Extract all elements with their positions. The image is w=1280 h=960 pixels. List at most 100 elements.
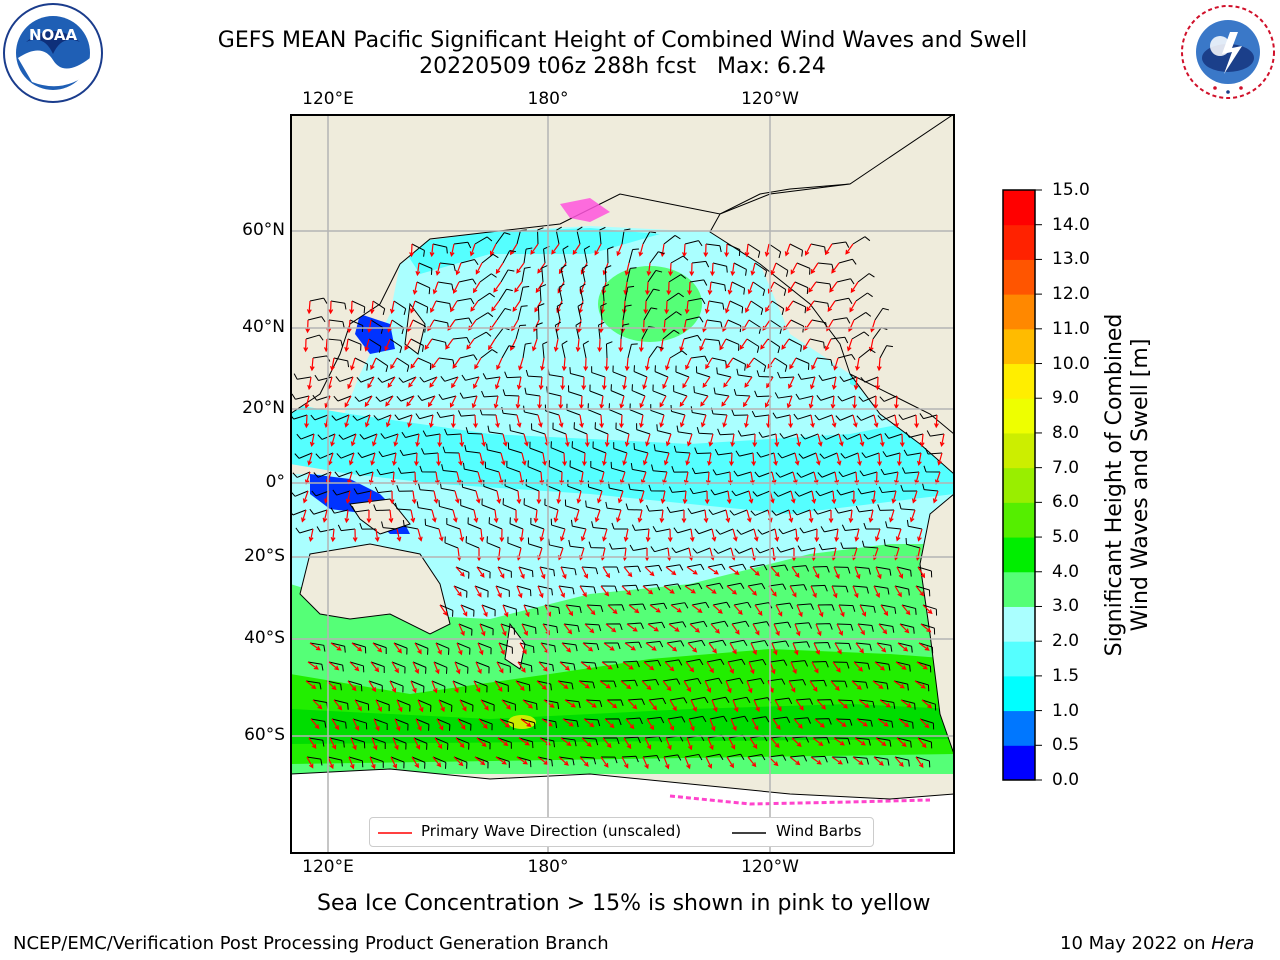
map-legend: Primary Wave Direction (unscaled) Wind B… (369, 817, 874, 847)
wind-barb (410, 338, 424, 352)
wind-barb (579, 585, 597, 594)
wind-barb (854, 737, 871, 746)
wave-direction-arrow (764, 243, 770, 257)
wind-barb (713, 387, 730, 397)
wind-barb (875, 566, 892, 576)
wind-barb (668, 274, 687, 283)
wave-direction-arrow (408, 376, 417, 388)
wind-barb (863, 433, 882, 440)
wave-direction-arrow (494, 376, 501, 390)
wave-direction-arrow (330, 357, 335, 372)
lat-tick-60n: 60°N (242, 220, 285, 240)
wind-barb (373, 504, 391, 511)
wind-barb (583, 245, 591, 264)
wave-direction-arrow (602, 566, 611, 579)
wind-barb (769, 319, 783, 335)
wind-barb (309, 297, 328, 304)
wave-direction-arrow (597, 338, 603, 353)
wind-barb (813, 642, 831, 649)
wind-barb (474, 756, 489, 769)
wave-direction-arrow (659, 414, 665, 428)
wind-barb (518, 737, 534, 749)
wind-barb (713, 547, 732, 554)
wind-barb (923, 465, 941, 473)
wind-barb (685, 658, 704, 666)
wind-barb (919, 413, 938, 420)
wind-barb (391, 319, 405, 335)
wave-direction-arrow (523, 433, 529, 447)
wind-barb (452, 337, 471, 344)
chart-title: GEFS MEAN Pacific Significant Height of … (217, 28, 1028, 53)
wave-direction-arrow (330, 528, 336, 543)
wave-direction-arrow (659, 338, 665, 353)
wind-barb (693, 386, 709, 397)
wind-barb (550, 441, 565, 454)
wave-direction-arrow (788, 414, 793, 429)
wind-barb (349, 661, 365, 673)
wind-barb (522, 342, 532, 359)
wave-direction-arrow (616, 509, 622, 523)
wind-barb (424, 518, 440, 530)
wave-direction-arrow (684, 300, 690, 315)
wave-direction-arrow (348, 452, 355, 466)
wind-barb (626, 267, 637, 283)
wind-barb (456, 642, 471, 655)
wave-direction-arrow (770, 566, 780, 577)
yellow-sea-blue (355, 314, 395, 354)
wave-direction-arrow (476, 737, 487, 748)
wind-barb (666, 506, 685, 513)
wind-barb (817, 471, 836, 478)
wind-barb (296, 433, 315, 440)
wave-direction-arrow (702, 319, 708, 333)
wave-direction-arrow (753, 528, 759, 542)
wave-direction-arrow (809, 376, 816, 390)
wind-barb (706, 319, 723, 329)
wind-barb (571, 441, 586, 454)
wind-barb (604, 718, 622, 726)
wind-barb (816, 699, 834, 706)
wave-direction-arrow (642, 585, 654, 595)
wind-barb (592, 441, 607, 454)
wave-direction-arrow (879, 699, 891, 708)
wave-direction-arrow (786, 395, 793, 409)
wave-direction-arrow (404, 338, 412, 351)
wave-direction-arrow (586, 604, 596, 616)
wave-direction-arrow (710, 262, 715, 277)
wind-barb (669, 697, 688, 704)
wave-direction-arrow (516, 490, 522, 505)
wave-direction-arrow (384, 338, 391, 352)
wind-barb (860, 376, 879, 383)
wind-barb (602, 566, 620, 574)
wave-direction-arrow (721, 395, 730, 407)
wave-direction-arrow (727, 661, 734, 674)
wind-barb (676, 425, 693, 435)
wind-barb (537, 227, 544, 245)
wind-barb (439, 262, 456, 271)
wind-barb (798, 452, 817, 459)
wave-direction-arrow (791, 737, 802, 748)
wind-barb (396, 485, 414, 492)
wave-direction-arrow (598, 319, 604, 334)
wind-barb (838, 471, 857, 478)
wave-direction-arrow (638, 243, 644, 257)
wave-direction-arrow (804, 243, 812, 256)
wave-direction-arrow (641, 680, 652, 691)
wind-barb (775, 262, 789, 277)
wave-direction-arrow (900, 699, 912, 708)
wind-barb (481, 390, 499, 398)
wave-direction-arrow (372, 642, 383, 653)
wave-direction-arrow (373, 718, 380, 732)
wind-barb (818, 543, 837, 551)
wind-barb (494, 680, 509, 692)
wave-direction-arrow (557, 281, 565, 294)
wave-direction-arrow (789, 756, 801, 766)
wave-direction-arrow (811, 490, 817, 504)
wind-barb (926, 430, 945, 437)
wave-direction-arrow (744, 414, 749, 429)
wind-barb (901, 467, 920, 474)
wind-barb (452, 680, 467, 693)
wave-direction-arrow (493, 509, 499, 524)
wave-direction-arrow (683, 680, 692, 693)
wind-barb (651, 464, 668, 473)
wind-barb (444, 536, 459, 549)
